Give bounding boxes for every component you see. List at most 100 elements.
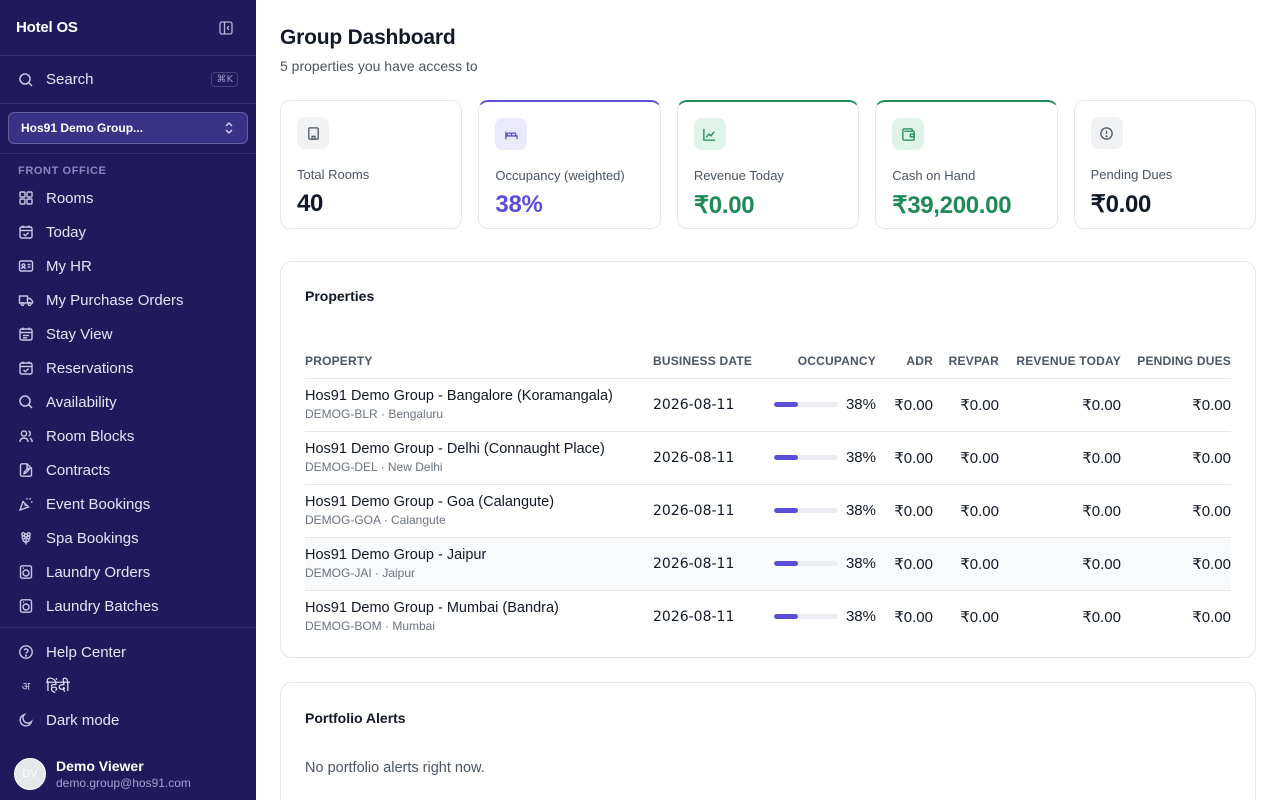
properties-card: Properties PROPERTY BUSINESS DATE OCCUPA…	[280, 261, 1256, 658]
flower-icon	[18, 530, 34, 546]
collapse-sidebar-icon[interactable]	[218, 20, 234, 36]
column-header-occupancy[interactable]: OCCUPANCY	[761, 344, 876, 379]
search-button[interactable]: Search ⌘K	[0, 56, 256, 104]
property-name: Hos91 Demo Group - Bangalore (Koramangal…	[305, 388, 613, 404]
column-header-revenue-today[interactable]: REVENUE TODAY	[999, 344, 1121, 379]
sidebar-item-my-purchase-orders[interactable]: My Purchase Orders	[0, 283, 256, 317]
occupancy-bar	[773, 614, 838, 620]
page-subtitle: 5 properties you have access to	[280, 58, 478, 74]
property-selector[interactable]: Hos91 Demo Group...	[8, 112, 248, 144]
party-icon	[18, 496, 34, 512]
sidebar-item-room-blocks[interactable]: Room Blocks	[0, 419, 256, 453]
sidebar-item-my-hr[interactable]: My HR	[0, 249, 256, 283]
search-icon	[18, 394, 34, 410]
sidebar-item-label: Spa Bookings	[46, 529, 139, 547]
sidebar-item-stay-view[interactable]: Stay View	[0, 317, 256, 351]
column-header-business-date[interactable]: BUSINESS DATE	[653, 344, 761, 379]
sidebar-item-today[interactable]: Today	[0, 215, 256, 249]
property-name: Hos91 Demo Group - Mumbai (Bandra)	[305, 600, 559, 617]
properties-table: PROPERTY BUSINESS DATE OCCUPANCY ADR REV…	[305, 344, 1231, 643]
washing-machine-icon	[18, 598, 34, 614]
sidebar-item-laundry-batches[interactable]: Laundry Batches	[0, 589, 256, 623]
sidebar-section-label: FRONT OFFICE	[18, 165, 107, 177]
occupancy-bar-fill	[773, 455, 799, 460]
sidebar-item-event-bookings[interactable]: Event Bookings	[0, 487, 256, 521]
kpi-occupancy: Occupancy (weighted) 38%	[478, 100, 661, 229]
property-cell: Hos91 Demo Group - Mumbai (Bandra) DEMOG-…	[305, 590, 653, 643]
main-content: Group Dashboard 5 properties you have ac…	[256, 0, 1280, 800]
adr-value: ₹0.00	[876, 431, 933, 485]
user-email: demo.group@hos91.com	[56, 776, 191, 790]
sidebar-footer-nav: Help Center अ हिंदी Dark mode	[0, 627, 256, 737]
revenue-value: ₹0.00	[999, 431, 1121, 485]
sidebar: Hotel OS Search ⌘K Hos91 Demo Group... F…	[0, 0, 256, 800]
sidebar-item-language[interactable]: अ हिंदी	[0, 669, 256, 703]
adr-value: ₹0.00	[876, 484, 933, 538]
occupancy-cell: 38%	[761, 590, 876, 643]
property-cell: Hos91 Demo Group - Goa (Calangute) DEMOG-…	[305, 484, 653, 538]
occupancy-value: 38%	[845, 555, 876, 572]
business-date: 2026-08-11	[653, 378, 761, 432]
search-label: Search	[46, 71, 94, 88]
sidebar-item-laundry-orders[interactable]: Laundry Orders	[0, 555, 256, 589]
alert-circle-icon	[1090, 117, 1123, 149]
occupancy-cell: 38%	[761, 431, 876, 485]
table-row[interactable]: Hos91 Demo Group - Jaipur DEMOG-JAI · Jai…	[305, 537, 1231, 591]
sidebar-item-label: My HR	[46, 257, 92, 275]
kpi-value: 40	[297, 190, 324, 217]
sidebar-item-rooms[interactable]: Rooms	[0, 181, 256, 215]
help-circle-icon	[18, 644, 34, 660]
search-shortcut: ⌘K	[211, 72, 238, 87]
revpar-value: ₹0.00	[933, 484, 999, 538]
table-row[interactable]: Hos91 Demo Group - Delhi (Connaught Plac…	[305, 431, 1231, 485]
truck-icon	[18, 292, 34, 308]
sidebar-item-availability[interactable]: Availability	[0, 385, 256, 419]
sidebar-nav: Rooms Today My HR My Purchase Orders Sta…	[0, 181, 256, 623]
user-menu[interactable]: DV Demo Viewer demo.group@hos91.com	[0, 748, 256, 800]
revenue-value: ₹0.00	[999, 378, 1121, 432]
column-header-pending-dues[interactable]: PENDING DUES	[1121, 344, 1231, 379]
property-cell: Hos91 Demo Group - Delhi (Connaught Plac…	[305, 431, 653, 485]
column-header-property[interactable]: PROPERTY	[305, 344, 653, 379]
sidebar-item-contracts[interactable]: Contracts	[0, 453, 256, 487]
app-title: Hotel OS	[16, 19, 78, 36]
sidebar-item-spa-bookings[interactable]: Spa Bookings	[0, 521, 256, 555]
sidebar-item-help-center[interactable]: Help Center	[0, 635, 256, 669]
revenue-value: ₹0.00	[999, 484, 1121, 538]
sidebar-item-dark-mode[interactable]: Dark mode	[0, 703, 256, 737]
sidebar-item-label: Room Blocks	[46, 427, 135, 445]
sidebar-item-label: Availability	[46, 393, 117, 411]
portfolio-alerts-empty: No portfolio alerts right now.	[305, 760, 485, 776]
table-row[interactable]: Hos91 Demo Group - Goa (Calangute) DEMOG-…	[305, 484, 1231, 538]
property-selector-wrap: Hos91 Demo Group...	[0, 104, 256, 154]
sidebar-item-reservations[interactable]: Reservations	[0, 351, 256, 385]
kpi-row: Total Rooms 40 Occupancy (weighted) 38% …	[280, 100, 1257, 229]
calendar-check-icon	[18, 360, 34, 376]
dues-value: ₹0.00	[1121, 378, 1231, 432]
occupancy-value: 38%	[845, 396, 876, 413]
sidebar-item-label: Stay View	[46, 325, 113, 343]
sidebar-item-label: My Purchase Orders	[46, 291, 184, 309]
sidebar-item-label: Laundry Orders	[46, 563, 151, 581]
column-header-revpar[interactable]: REVPAR	[933, 344, 999, 379]
occupancy-cell: 38%	[761, 537, 876, 591]
sidebar-item-label: Dark mode	[46, 711, 120, 729]
language-icon: अ	[21, 679, 31, 693]
occupancy-bar	[773, 455, 838, 460]
avatar: DV	[14, 758, 46, 790]
table-row[interactable]: Hos91 Demo Group - Mumbai (Bandra) DEMOG-…	[305, 590, 1231, 643]
page-title: Group Dashboard	[280, 26, 456, 49]
kpi-label: Cash on Hand	[892, 168, 976, 183]
table-row[interactable]: Hos91 Demo Group - Bangalore (Koramangal…	[305, 378, 1231, 432]
sidebar-item-label: हिंदी	[46, 678, 70, 695]
property-name: Hos91 Demo Group - Delhi (Connaught Plac…	[305, 441, 605, 457]
occupancy-cell: 38%	[761, 484, 876, 538]
property-meta: DEMOG-BOM · Mumbai	[305, 619, 436, 634]
id-card-icon	[18, 258, 34, 274]
revpar-value: ₹0.00	[960, 608, 999, 626]
kpi-value: 38%	[495, 191, 543, 218]
kpi-total-rooms: Total Rooms 40	[280, 100, 463, 229]
column-header-adr[interactable]: ADR	[876, 344, 933, 379]
washing-machine-icon	[18, 564, 34, 580]
sidebar-item-label: Help Center	[46, 643, 127, 661]
